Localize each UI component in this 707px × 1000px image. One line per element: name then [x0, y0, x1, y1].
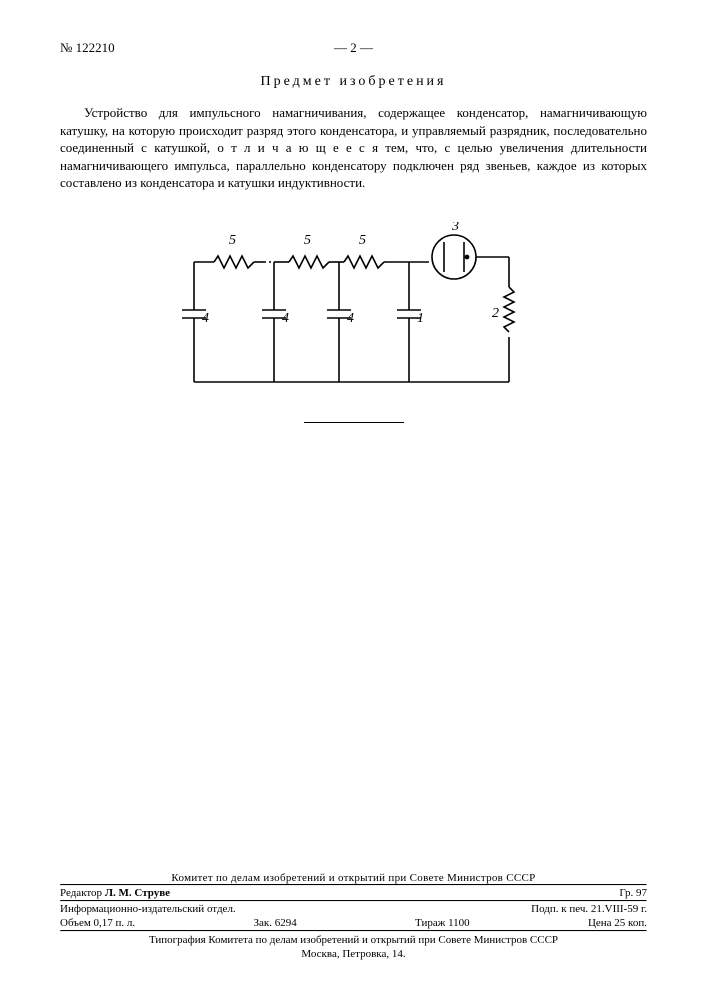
body-paragraph: Устройство для импульсного намагничивани… — [60, 104, 647, 192]
tirage-label: Тираж 1100 — [415, 917, 470, 929]
inductor-label-5b: 5 — [304, 233, 311, 248]
dept-label: Информационно-издательский отдел. — [60, 903, 236, 915]
editor-line: Редактор Л. М. Струве — [60, 887, 170, 899]
cap-label-4b: 4 — [282, 311, 289, 326]
header-row: № 122210 — 2 — № 122210 — [60, 40, 647, 56]
circuit-diagram: 5 5 5 3 4 4 4 1 2 — [174, 222, 534, 412]
figure-separator — [304, 422, 404, 423]
inductor-label-5a: 5 — [229, 233, 236, 248]
podp-label: Подп. к печ. 21.VIII-59 г. — [531, 903, 647, 915]
typography-line: Типография Комитета по делам изобретений… — [60, 934, 647, 946]
footer-block: Комитет по делам изобретений и открытий … — [60, 870, 647, 960]
volume-label: Объем 0,17 п. л. — [60, 917, 135, 929]
footer-rule-3 — [60, 930, 647, 932]
order-label: Зак. 6294 — [253, 917, 296, 929]
committee-line: Комитет по делам изобретений и открытий … — [60, 872, 647, 884]
cap-label-1: 1 — [417, 311, 424, 326]
address-line: Москва, Петровка, 14. — [60, 948, 647, 960]
group-label: Гр. 97 — [619, 887, 647, 899]
cap-label-4c: 4 — [347, 311, 354, 326]
inductor-label-5c: 5 — [359, 233, 366, 248]
document-number: № 122210 — [60, 40, 115, 56]
page-number: — 2 — — [334, 40, 373, 56]
price-label: Цена 25 коп. — [588, 917, 647, 929]
cap-label-4a: 4 — [202, 311, 209, 326]
subject-title: Предмет изобретения — [60, 74, 647, 90]
coil-label-2: 2 — [492, 306, 499, 321]
tube-label-3: 3 — [451, 222, 459, 234]
